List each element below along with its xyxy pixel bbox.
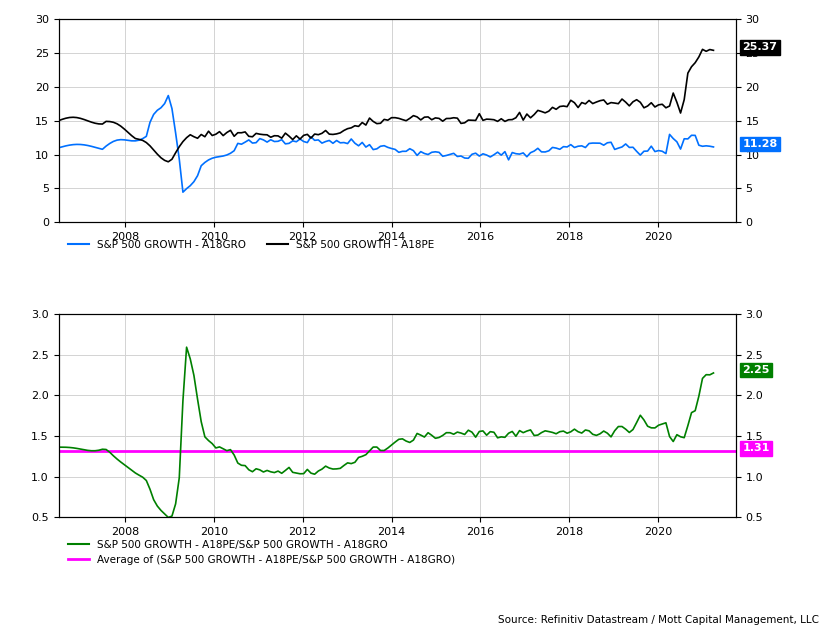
Text: 1.31: 1.31 xyxy=(742,444,770,454)
Legend: S&P 500 GROWTH - A18GRO, S&P 500 GROWTH - A18PE: S&P 500 GROWTH - A18GRO, S&P 500 GROWTH … xyxy=(64,235,438,254)
Legend: S&P 500 GROWTH - A18PE/S&P 500 GROWTH - A18GRO, Average of (S&P 500 GROWTH - A18: S&P 500 GROWTH - A18PE/S&P 500 GROWTH - … xyxy=(64,536,459,569)
Text: 25.37: 25.37 xyxy=(742,42,777,52)
Text: 2.25: 2.25 xyxy=(742,365,770,375)
Text: Source: Refinitiv Datastream / Mott Capital Management, LLC: Source: Refinitiv Datastream / Mott Capi… xyxy=(498,615,819,625)
Text: 11.28: 11.28 xyxy=(742,139,777,149)
